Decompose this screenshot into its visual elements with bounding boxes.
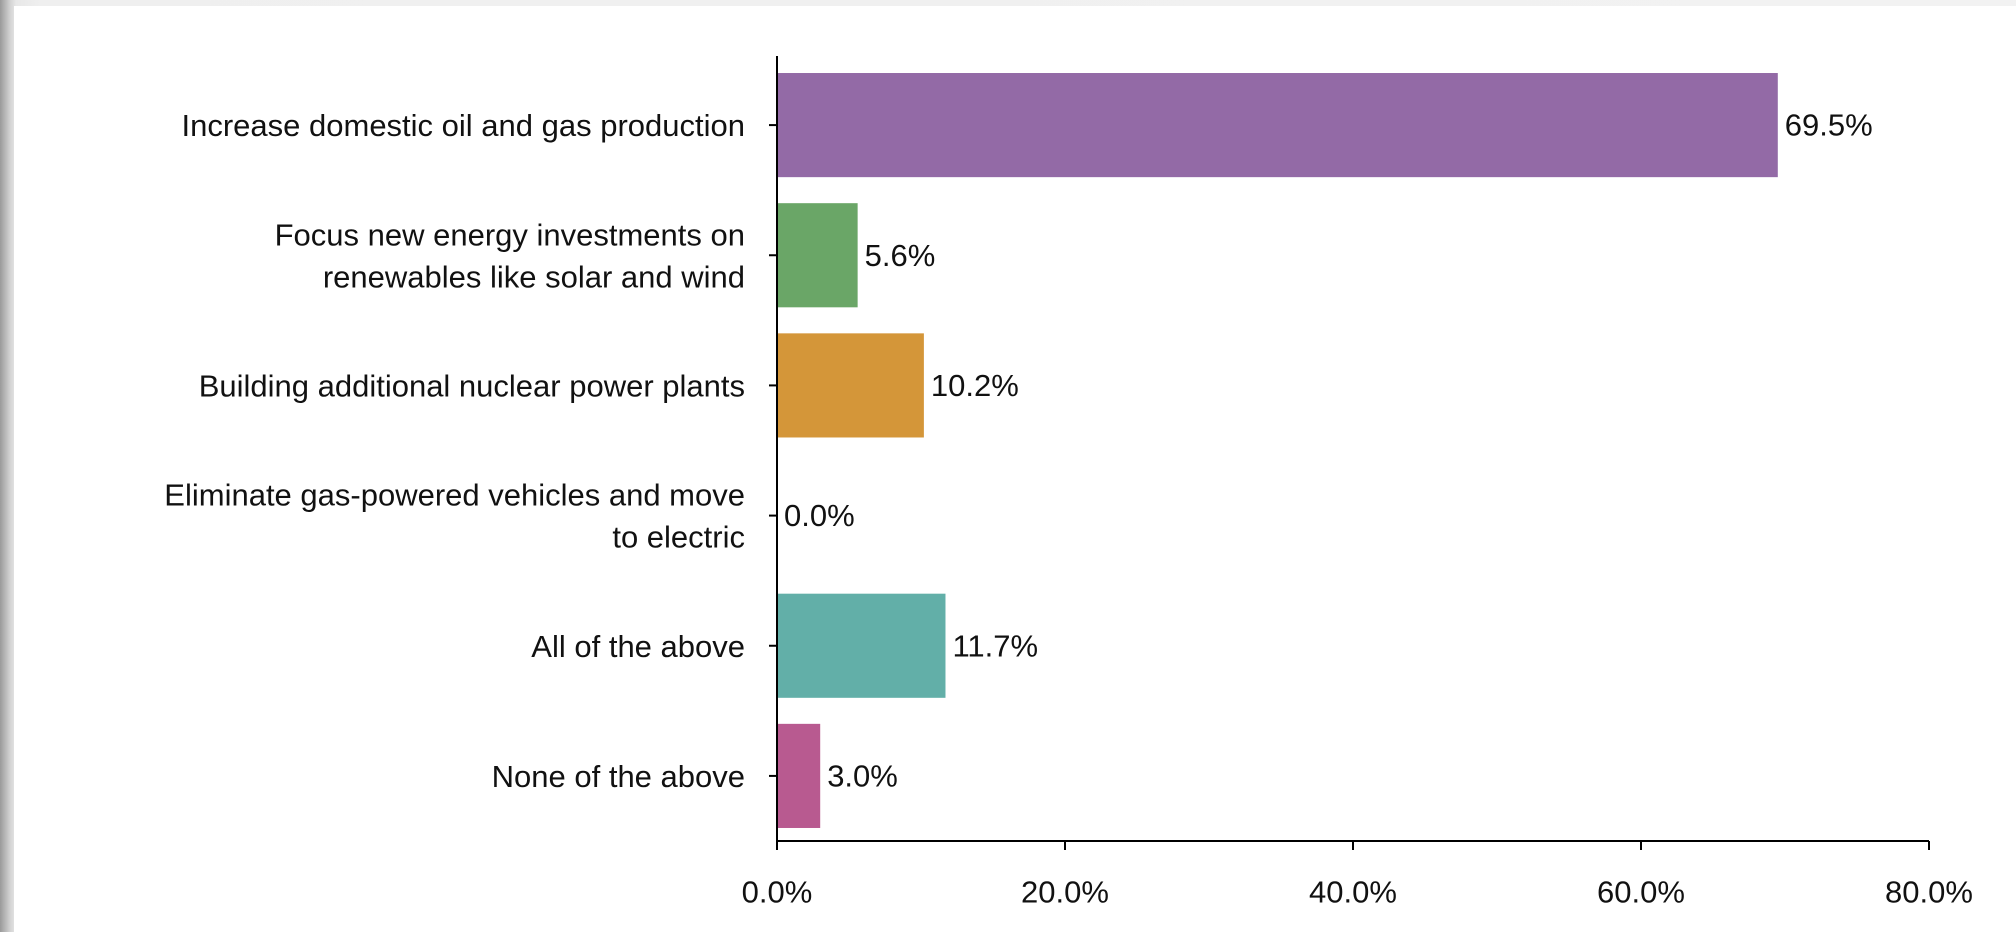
category-label-line: Eliminate gas-powered vehicles and move — [164, 477, 745, 512]
chart-panel: Increase domestic oil and gas production… — [14, 6, 2016, 932]
category-label-line: Focus new energy investments on — [275, 217, 745, 252]
bar-2 — [777, 333, 924, 438]
value-label-0: 69.5% — [1785, 108, 1873, 143]
category-label-3: Eliminate gas-powered vehicles and move t… — [164, 477, 745, 554]
x-tick-label-4: 80.0% — [1885, 875, 1973, 910]
x-tick-label-3: 60.0% — [1597, 875, 1685, 910]
category-label-line: to electric — [612, 519, 745, 554]
value-label-1: 5.6% — [865, 238, 936, 273]
category-label-line: Increase domestic oil and gas production — [182, 108, 746, 143]
category-label-5: None of the above — [492, 758, 745, 793]
value-label-4: 11.7% — [952, 628, 1038, 663]
category-label-2: Building additional nuclear power plants — [199, 368, 745, 403]
bar-chart: Increase domestic oil and gas production… — [164, 56, 1973, 910]
value-label-5: 3.0% — [827, 758, 898, 793]
x-tick-label-0: 0.0% — [742, 875, 813, 910]
bar-0 — [777, 73, 1778, 178]
category-label-line: renewables like solar and wind — [323, 259, 745, 294]
x-tick-label-2: 40.0% — [1309, 875, 1397, 910]
category-label-0: Increase domestic oil and gas production — [182, 108, 746, 143]
x-tick-label-1: 20.0% — [1021, 875, 1109, 910]
value-label-2: 10.2% — [931, 368, 1019, 403]
value-label-3: 0.0% — [784, 498, 855, 533]
bar-1 — [777, 203, 858, 308]
category-label-line: None of the above — [492, 758, 745, 793]
category-label-line: Building additional nuclear power plants — [199, 368, 745, 403]
category-label-4: All of the above — [531, 628, 745, 663]
category-label-1: Focus new energy investments on renewable… — [275, 217, 745, 294]
category-label-line: All of the above — [531, 628, 745, 663]
bar-4 — [777, 593, 946, 698]
bar-5 — [777, 723, 821, 828]
